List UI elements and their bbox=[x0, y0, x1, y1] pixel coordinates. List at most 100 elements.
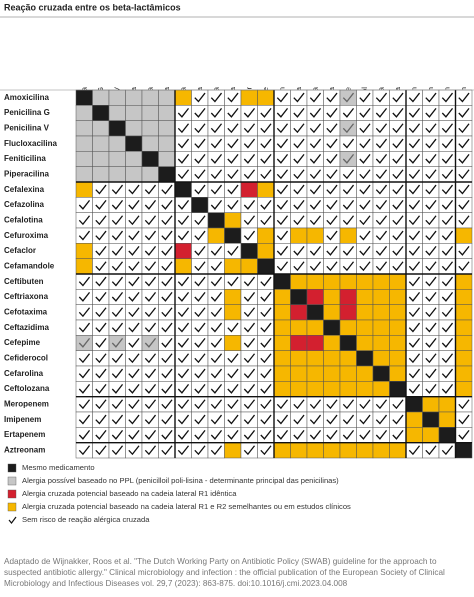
check-icon bbox=[458, 153, 470, 164]
cell bbox=[323, 427, 341, 443]
check-icon bbox=[95, 245, 107, 256]
check-icon bbox=[309, 215, 322, 226]
cell bbox=[191, 151, 209, 167]
check-icon bbox=[210, 368, 223, 379]
check-icon bbox=[177, 123, 190, 134]
check-icon bbox=[243, 429, 256, 440]
cell bbox=[356, 427, 374, 443]
check-icon bbox=[95, 261, 107, 272]
row-label: Ceftibuten bbox=[4, 277, 44, 286]
cell bbox=[108, 411, 126, 428]
cell bbox=[240, 135, 258, 152]
check-icon bbox=[227, 245, 239, 256]
cell bbox=[339, 304, 357, 321]
cell bbox=[455, 258, 473, 275]
cell bbox=[92, 304, 110, 321]
cell bbox=[92, 335, 110, 351]
check-icon bbox=[425, 92, 437, 103]
check-icon bbox=[458, 429, 470, 440]
cell bbox=[306, 135, 324, 152]
cell bbox=[125, 396, 143, 413]
check-icon bbox=[309, 169, 322, 180]
cell bbox=[356, 212, 374, 229]
cell bbox=[405, 89, 423, 106]
check-icon bbox=[309, 138, 322, 149]
cell bbox=[339, 365, 357, 382]
cell bbox=[405, 243, 423, 259]
cell bbox=[372, 411, 390, 428]
cell bbox=[372, 243, 390, 259]
row-label: Penicilina V bbox=[4, 123, 50, 132]
check-icon bbox=[276, 138, 289, 149]
cell bbox=[356, 181, 374, 198]
cell bbox=[405, 273, 423, 290]
check-icon bbox=[243, 107, 256, 118]
check-icon bbox=[375, 199, 388, 210]
cell bbox=[125, 427, 143, 443]
check-icon bbox=[78, 383, 91, 394]
cell bbox=[92, 411, 110, 428]
cell bbox=[339, 227, 357, 244]
check-icon bbox=[78, 199, 91, 210]
cell bbox=[224, 135, 242, 152]
check-icon bbox=[194, 230, 206, 241]
cell bbox=[257, 335, 275, 351]
cell bbox=[108, 197, 126, 213]
check-icon bbox=[375, 215, 388, 226]
check-icon bbox=[243, 153, 256, 164]
check-icon bbox=[425, 138, 437, 149]
cell bbox=[405, 258, 423, 275]
cell bbox=[257, 381, 275, 397]
cell bbox=[141, 273, 159, 290]
cell bbox=[422, 258, 440, 275]
cell bbox=[141, 427, 159, 443]
check-icon bbox=[243, 276, 256, 287]
cell bbox=[207, 212, 225, 229]
cell bbox=[158, 243, 176, 259]
check-icon bbox=[441, 169, 454, 180]
check-icon bbox=[326, 138, 338, 149]
check-icon bbox=[243, 230, 256, 241]
cell bbox=[224, 273, 242, 290]
cell bbox=[455, 166, 473, 183]
check-icon bbox=[408, 368, 421, 379]
check-icon bbox=[458, 199, 470, 210]
cell bbox=[257, 105, 275, 121]
cell bbox=[240, 120, 258, 137]
check-icon bbox=[194, 92, 206, 103]
cell bbox=[306, 442, 324, 459]
cell bbox=[92, 350, 110, 367]
cell bbox=[92, 396, 110, 413]
check-icon bbox=[128, 245, 140, 256]
check-icon bbox=[78, 215, 91, 226]
check-icon bbox=[441, 184, 454, 195]
check-icon bbox=[128, 215, 140, 226]
cell bbox=[372, 120, 390, 137]
cell bbox=[356, 365, 374, 382]
cell bbox=[356, 381, 374, 397]
check-icon bbox=[243, 322, 256, 333]
check-icon bbox=[78, 414, 91, 425]
legend-swatch bbox=[7, 502, 17, 512]
cell bbox=[273, 227, 291, 244]
cell bbox=[372, 166, 390, 183]
check-icon bbox=[243, 123, 256, 134]
cell bbox=[306, 212, 324, 229]
cell bbox=[191, 166, 209, 183]
check-icon bbox=[227, 153, 239, 164]
cell bbox=[207, 151, 225, 167]
cell bbox=[372, 258, 390, 275]
check-icon bbox=[425, 123, 437, 134]
check-icon bbox=[144, 291, 157, 302]
check-icon bbox=[227, 399, 239, 410]
cell bbox=[438, 243, 456, 259]
check-icon bbox=[243, 337, 256, 348]
check-icon bbox=[425, 245, 437, 256]
cell bbox=[273, 105, 291, 121]
cell bbox=[207, 411, 225, 428]
cell bbox=[356, 319, 374, 336]
check-icon bbox=[425, 107, 437, 118]
cell bbox=[207, 89, 225, 106]
cell bbox=[306, 243, 324, 259]
check-icon bbox=[359, 169, 371, 180]
